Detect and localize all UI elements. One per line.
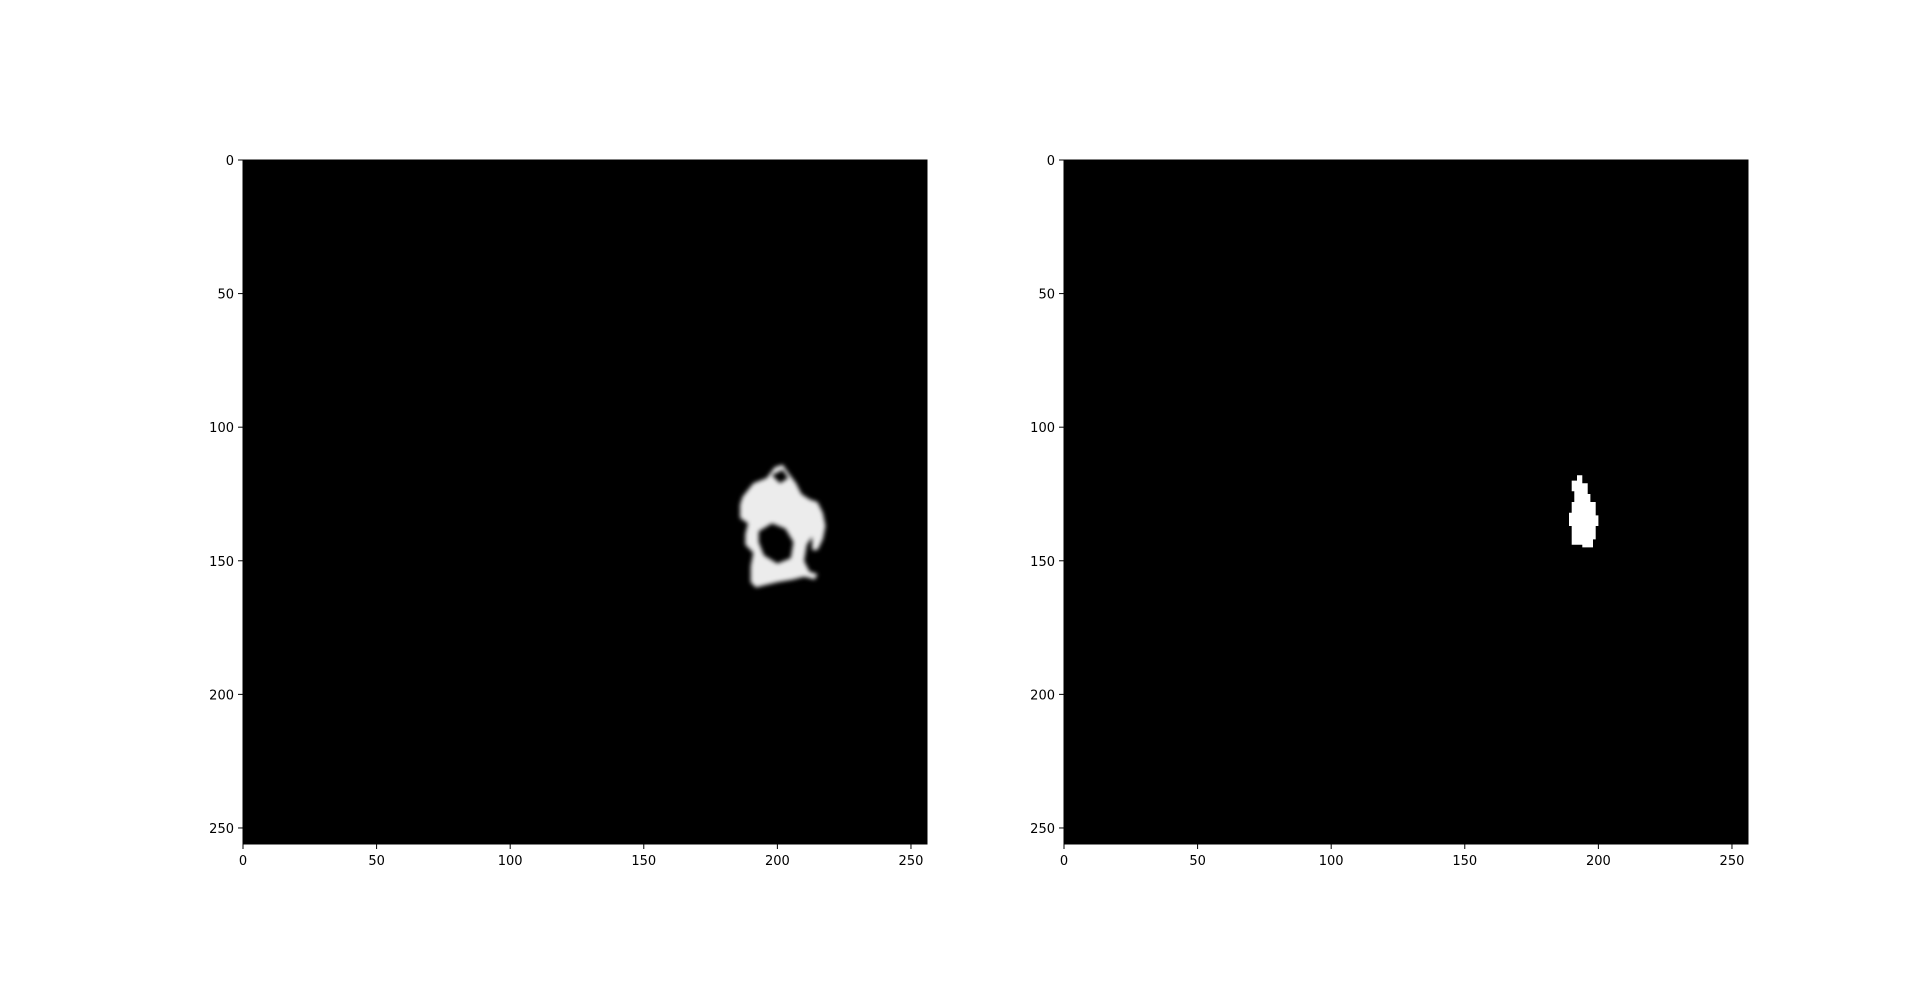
x-tick-label: 100 <box>498 854 523 869</box>
x-tick-label: 150 <box>631 854 656 869</box>
x-tick-label: 0 <box>239 854 247 869</box>
image-background <box>243 160 927 844</box>
axes-frame <box>242 159 928 845</box>
y-tick-label: 0 <box>226 154 234 169</box>
segmentation-blob <box>1569 475 1599 548</box>
y-tick-label: 150 <box>1030 555 1055 570</box>
x-tick-label: 100 <box>1319 854 1344 869</box>
image-background <box>1064 160 1748 844</box>
x-tick-label: 50 <box>1189 854 1206 869</box>
y-tick-label: 250 <box>1030 822 1055 837</box>
x-tick-label: 150 <box>1452 854 1477 869</box>
y-tick-label: 150 <box>209 555 234 570</box>
x-tick-label: 50 <box>368 854 385 869</box>
y-tick-label: 0 <box>1047 154 1055 169</box>
y-tick-label: 250 <box>209 822 234 837</box>
y-tick-label: 100 <box>1030 421 1055 436</box>
predicted-mask-panel: 0 50 100 150 200 250 0 50 100 150 200 250 <box>209 154 928 869</box>
y-tick-label: 200 <box>209 688 234 703</box>
ground-truth-mask-panel: 0 50 100 150 200 250 0 50 100 150 200 250 <box>1030 154 1749 869</box>
y-tick-label: 50 <box>1038 288 1055 303</box>
segmentation-blob <box>740 464 826 588</box>
y-tick-label: 200 <box>1030 688 1055 703</box>
y-tick-label: 50 <box>217 288 234 303</box>
x-tick-label: 250 <box>1720 854 1745 869</box>
x-tick-label: 200 <box>1586 854 1611 869</box>
x-tick-label: 200 <box>765 854 790 869</box>
x-tick-label: 250 <box>899 854 924 869</box>
x-tick-label: 0 <box>1060 854 1068 869</box>
axes-frame <box>1063 159 1749 845</box>
y-tick-label: 100 <box>209 421 234 436</box>
